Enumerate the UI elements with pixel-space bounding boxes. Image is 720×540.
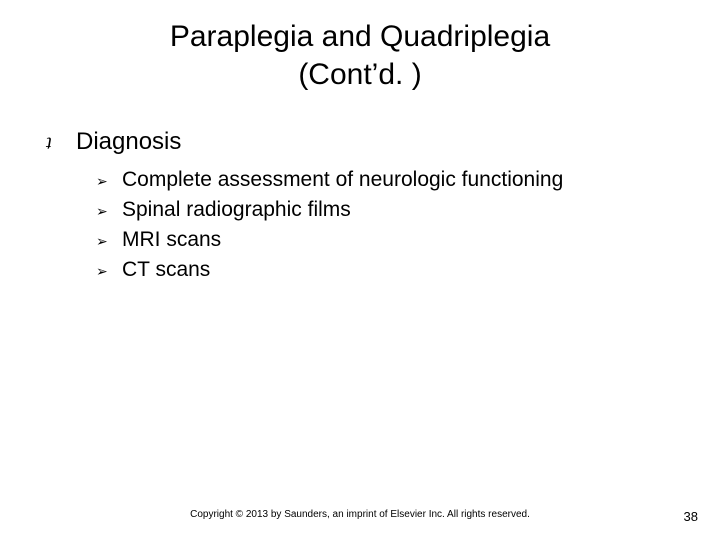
- copyright-text: Copyright © 2013 by Saunders, an imprint…: [0, 509, 720, 520]
- arrow-icon: ➢: [96, 233, 122, 250]
- list-item-text: CT scans: [122, 258, 210, 282]
- slide-title: Paraplegia and Quadriplegia (Cont’d. ): [40, 18, 680, 94]
- arrow-icon: ➢: [96, 203, 122, 220]
- list-item-text: Spinal radiographic films: [122, 198, 351, 222]
- section-bullet-icon: ʇ: [46, 132, 76, 155]
- arrow-icon: ➢: [96, 173, 122, 190]
- sub-list: ➢ Complete assessment of neurologic func…: [96, 168, 563, 288]
- list-item: ➢ CT scans: [96, 258, 563, 282]
- section-heading-row: ʇ Diagnosis: [46, 128, 181, 156]
- section-heading: Diagnosis: [76, 128, 181, 156]
- slide-title-line1: Paraplegia and Quadriplegia: [40, 18, 680, 56]
- slide-title-line2: (Cont’d. ): [40, 56, 680, 94]
- arrow-icon: ➢: [96, 263, 122, 280]
- list-item-text: MRI scans: [122, 228, 221, 252]
- list-item: ➢ MRI scans: [96, 228, 563, 252]
- list-item: ➢ Complete assessment of neurologic func…: [96, 168, 563, 192]
- list-item-text: Complete assessment of neurologic functi…: [122, 168, 563, 192]
- page-number: 38: [684, 509, 698, 524]
- list-item: ➢ Spinal radiographic films: [96, 198, 563, 222]
- slide: Paraplegia and Quadriplegia (Cont’d. ) ʇ…: [0, 0, 720, 540]
